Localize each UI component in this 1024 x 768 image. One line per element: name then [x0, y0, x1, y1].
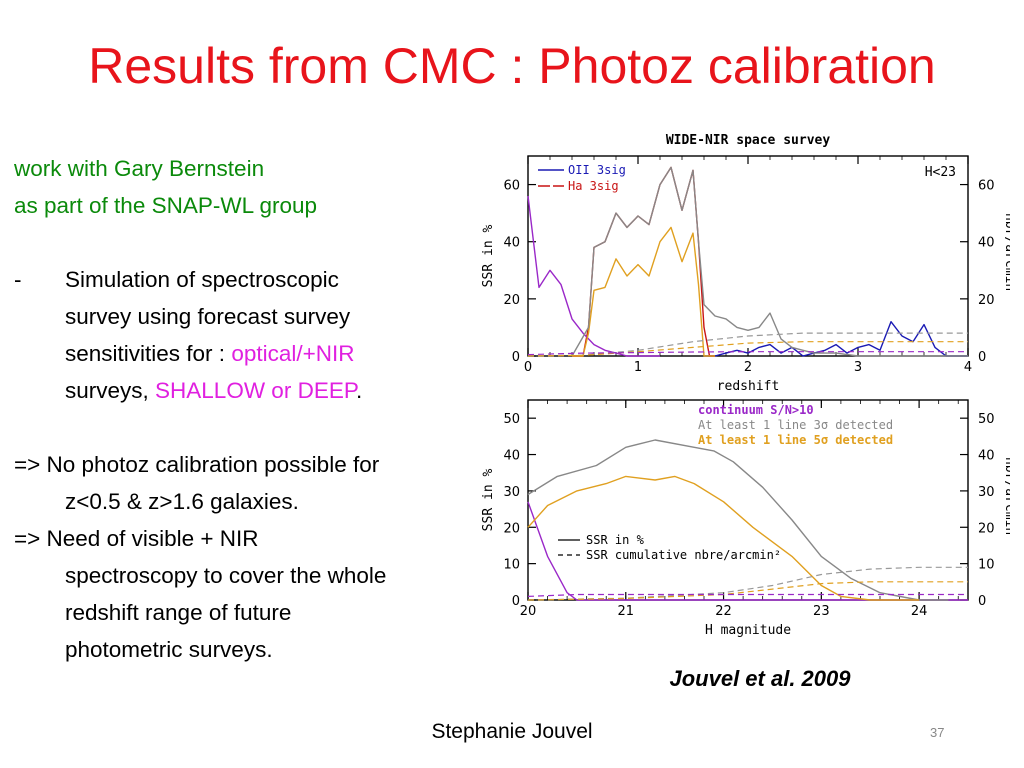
- p1-y2tick-label: 0: [978, 350, 986, 365]
- page-number: 37: [930, 725, 945, 740]
- bullet-line-4-text: surveys,: [65, 378, 156, 403]
- p1-xtick-label: 1: [634, 360, 642, 375]
- p2-y2tick-label: 50: [978, 412, 995, 427]
- p2-series-line-3: [527, 475, 920, 601]
- bullet-line-2: survey using forecast survey: [65, 304, 351, 329]
- p2-legend2-label: SSR cumulative nbre/arcmin²: [586, 548, 781, 562]
- p1-series-line-7: [527, 341, 968, 357]
- p1-series-line-8: [527, 351, 968, 356]
- conclusion-2-line-2: spectroscopy to cover the whole: [65, 563, 387, 588]
- bullet-highlight-optical: optical/+NIR: [231, 341, 355, 366]
- p1-ytick-label: 60: [503, 179, 520, 194]
- p2-series-line-6: [527, 593, 968, 597]
- p2-xtick-label: 22: [715, 604, 732, 619]
- citation: Jouvel et al. 2009: [669, 666, 851, 691]
- p1-title: WIDE-NIR space survey: [666, 133, 831, 148]
- p2-ylabel: SSR in %: [481, 469, 496, 532]
- p1-ytick-label: 20: [503, 293, 520, 308]
- intro-line-2: as part of the SNAP-WL group: [14, 193, 318, 218]
- p1-xtick-label: 3: [854, 360, 862, 375]
- p1-xlabel: redshift: [717, 379, 780, 394]
- p1-series-line-3: [527, 195, 660, 357]
- p2-legend2-label: SSR in %: [586, 533, 645, 547]
- p1-xtick-label: 2: [744, 360, 752, 375]
- p2-ytick-label: 30: [503, 485, 520, 500]
- charts-figure: 0 1 2 3 4 0 20 40 60 0 20 40 60 redshift SSR in % nbr/a…: [470, 124, 1017, 644]
- bullet-line-4: surveys, SHALLOW or DEEP.: [65, 372, 484, 409]
- p2-ytick-label: 40: [503, 449, 520, 464]
- p1-y2tick-label: 20: [978, 293, 995, 308]
- bullet-line-3: sensitivities for : optical/+NIR: [65, 335, 484, 372]
- p2-ytick-label: 20: [503, 521, 520, 536]
- conclusion-2-line-4: photometric surveys.: [65, 637, 273, 662]
- conclusion-2: => Need of visible + NIR spectroscopy to…: [14, 520, 484, 668]
- conclusion-1-line-2: z<0.5 & z>1.6 galaxies.: [65, 489, 299, 514]
- p2-legend-label: continuum S/N>10: [698, 403, 814, 417]
- p2-xtick-label: 24: [911, 604, 928, 619]
- bullet-line-1: Simulation of spectroscopic: [65, 267, 339, 292]
- p2-legend-label: At least 1 line 3σ detected: [698, 418, 893, 432]
- p2-y2label: nbr/arcmin²: [1002, 457, 1010, 543]
- p1-ytick-label: 0: [512, 350, 520, 365]
- p2-xtick-label: 23: [813, 604, 830, 619]
- p2-ytick-label: 0: [512, 594, 520, 609]
- p2-xtick-label: 21: [618, 604, 635, 619]
- p1-series-line-1: [704, 320, 968, 357]
- p1-series-line-5: [571, 166, 968, 357]
- p1-xtick-label: 4: [964, 360, 972, 375]
- p1-annotation: H<23: [925, 165, 956, 180]
- bullet-line-4-period: .: [355, 378, 363, 403]
- p2-ytick-label: 50: [503, 412, 520, 427]
- p1-ylabel: SSR in %: [481, 225, 496, 288]
- p1-series-line-4: [572, 226, 715, 357]
- bullet-dash: -: [14, 267, 22, 292]
- slide-body: work with Gary Bernstein as part of the …: [14, 150, 484, 668]
- p2-y2tick-label: 0: [978, 594, 986, 609]
- p2-y2tick-label: 20: [978, 521, 995, 536]
- p1-y2label: nbr/arcmin²: [1002, 213, 1010, 299]
- bullet-item: - Simulation of spectroscopic survey usi…: [14, 261, 484, 409]
- p1-legend-label: OII 3sig: [568, 163, 626, 177]
- slide-title: Results from CMC : Photoz calibration: [88, 38, 936, 94]
- conclusion-1: => No photoz calibration possible for z<…: [14, 446, 484, 520]
- p2-ytick-label: 10: [503, 558, 520, 573]
- bullet-line-3-text: sensitivities for :: [65, 341, 232, 366]
- p2-xlabel: H magnitude: [705, 623, 791, 638]
- conclusion-1-line-1: => No photoz calibration possible for: [14, 452, 380, 477]
- p2-series-line-2: [527, 439, 949, 601]
- p2-xtick-label: 20: [520, 604, 537, 619]
- p1-legend-label: Ha 3sig: [568, 179, 619, 193]
- p2-y2tick-label: 30: [978, 485, 995, 500]
- p2-series-line-5: [527, 581, 968, 601]
- p1-y2tick-label: 60: [978, 179, 995, 194]
- bullet-highlight-depth: SHALLOW or DEEP: [155, 378, 356, 403]
- p1-ytick-label: 40: [503, 236, 520, 251]
- p1-xtick-label: 0: [524, 360, 532, 375]
- conclusion-2-line-1: => Need of visible + NIR: [14, 526, 259, 551]
- p2-legend-label: At least 1 line 5σ detected: [698, 433, 893, 447]
- author-footer: Stephanie Jouvel: [431, 720, 593, 743]
- p2-y2tick-label: 10: [978, 558, 995, 573]
- p2-y2tick-label: 40: [978, 449, 995, 464]
- p1-y2tick-label: 40: [978, 236, 995, 251]
- intro-line-1: work with Gary Bernstein: [14, 156, 265, 181]
- conclusion-2-line-3: redshift range of future: [65, 600, 292, 625]
